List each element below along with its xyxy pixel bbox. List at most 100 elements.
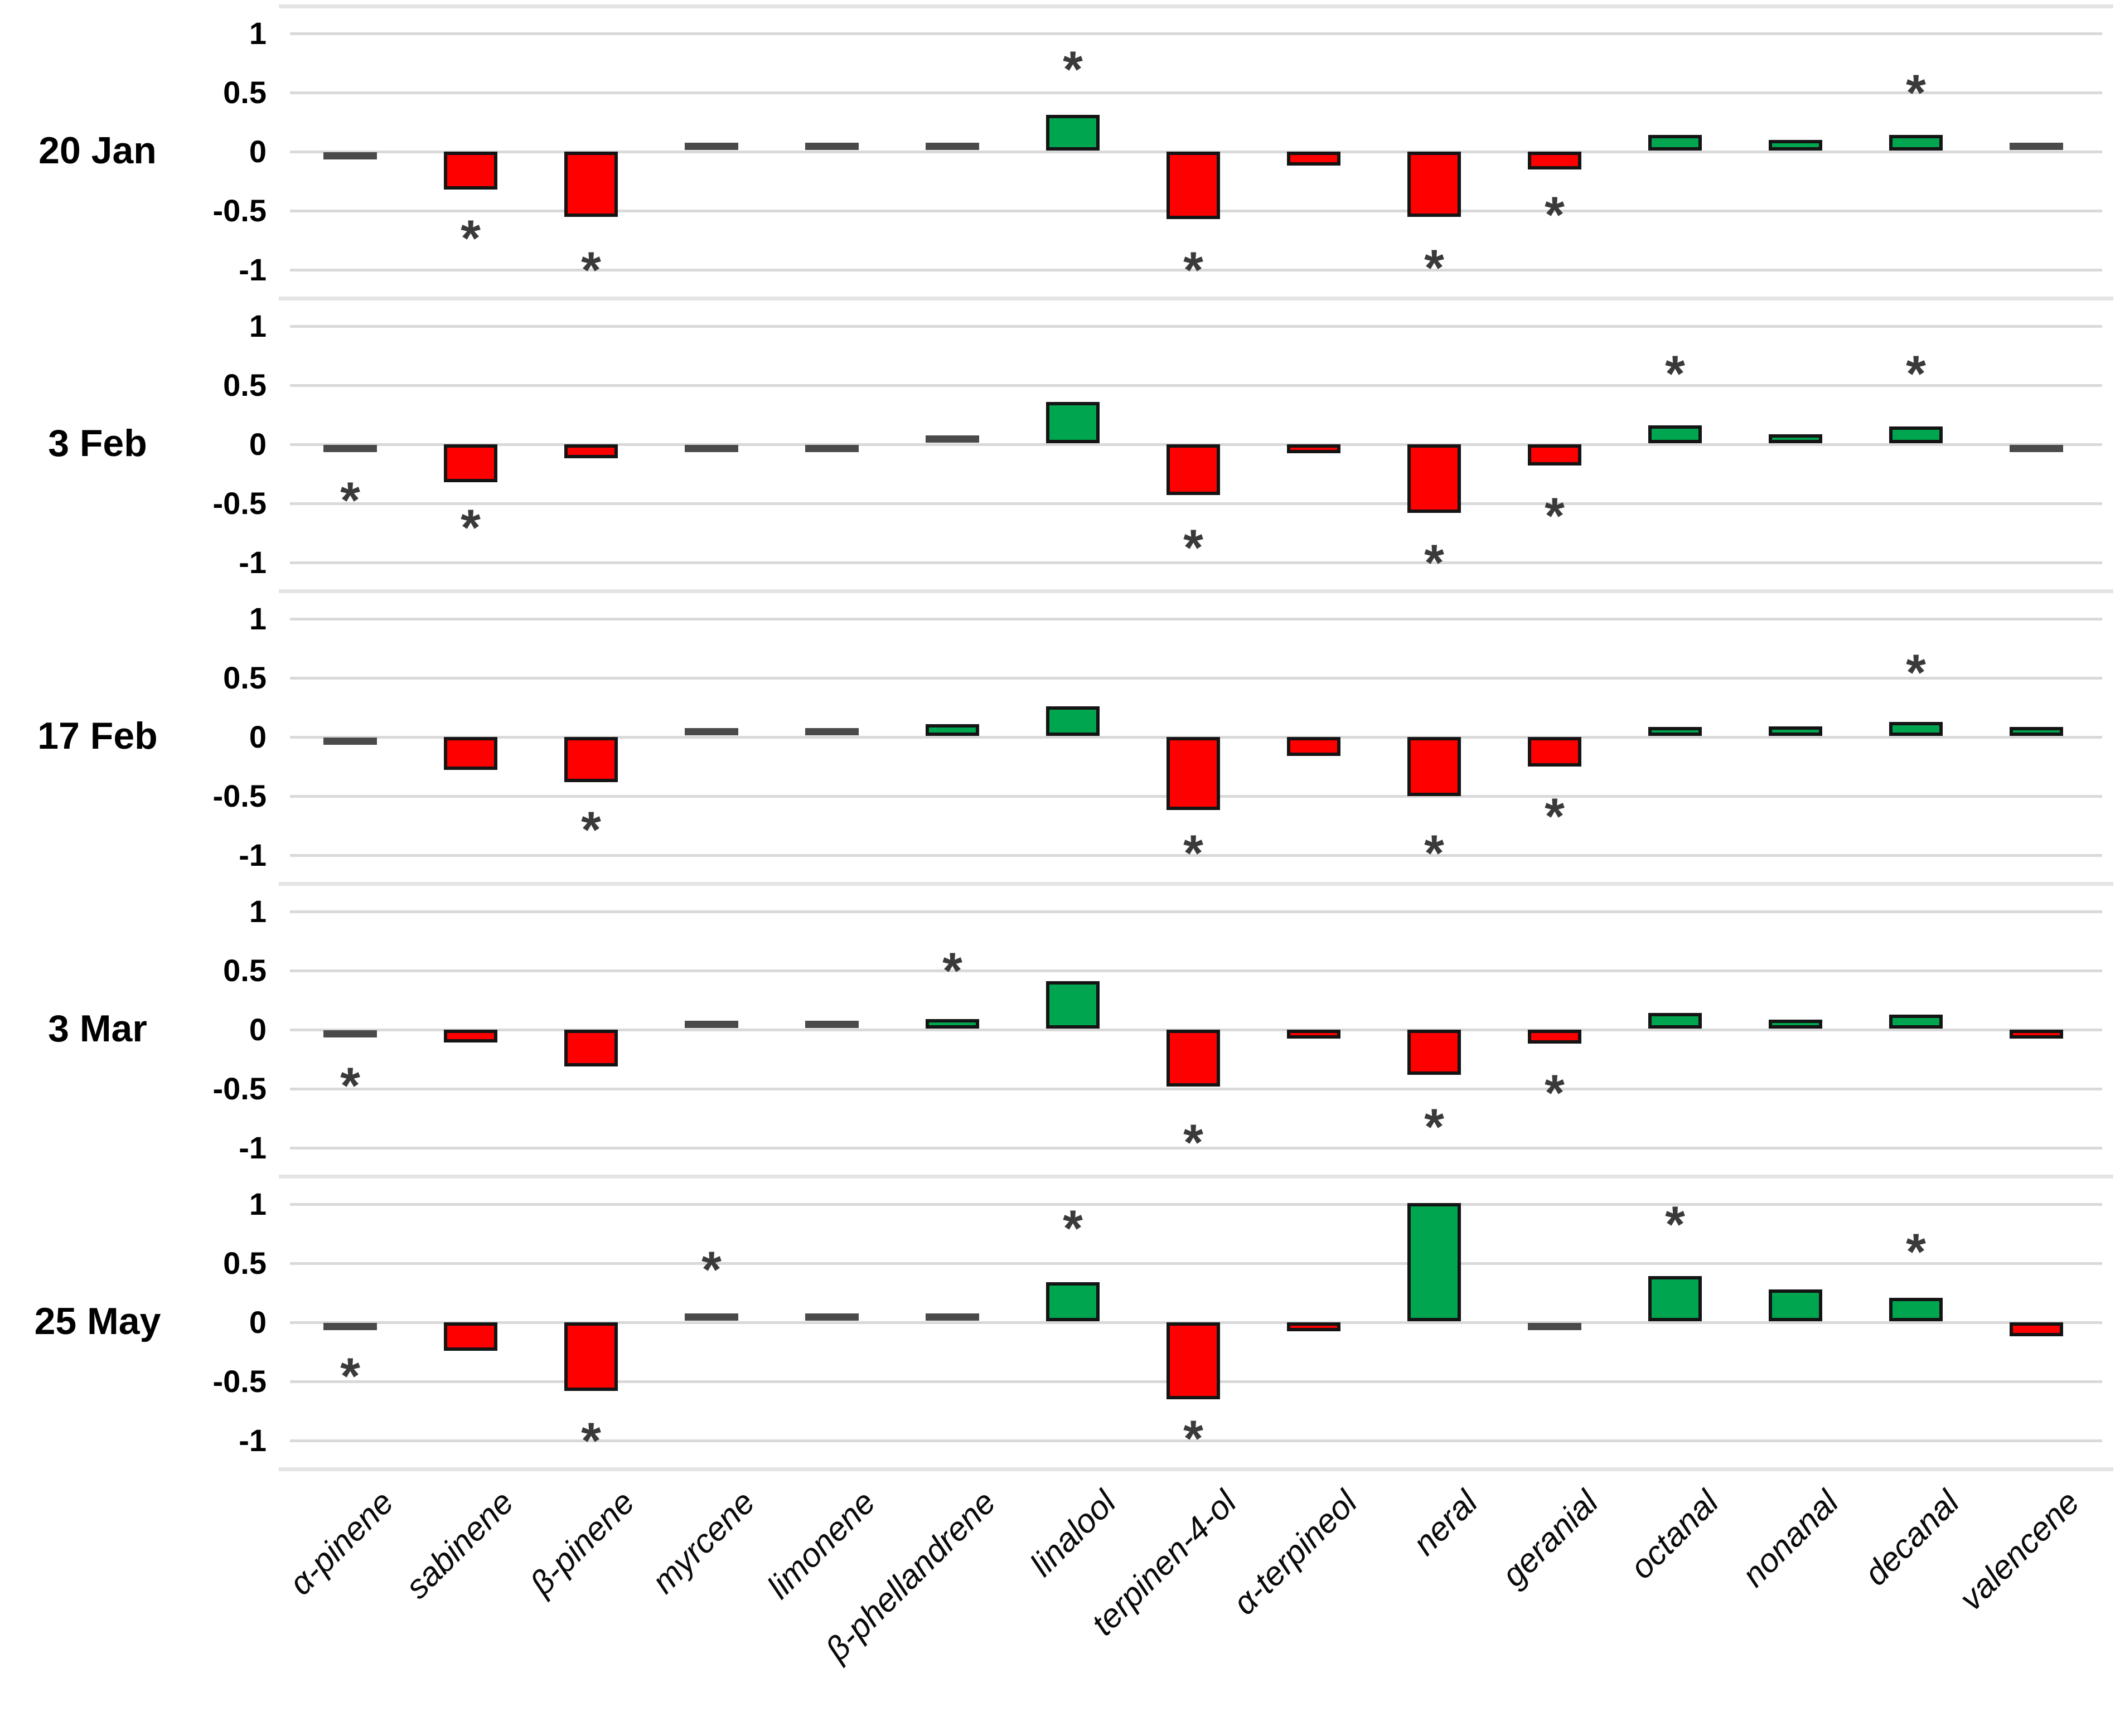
gridline [290, 325, 2102, 328]
y-tick-label: 0.5 [223, 367, 267, 403]
significance-asterisk: * [1906, 1224, 1926, 1281]
row-label: 20 Jan [38, 129, 157, 172]
significance-asterisk: * [1545, 1064, 1565, 1122]
bar-geranial [1528, 1030, 1581, 1044]
significance-asterisk: * [1665, 1196, 1685, 1254]
bar-β-pinene [564, 1322, 618, 1391]
significance-asterisk: * [1424, 535, 1444, 592]
significance-asterisk: * [1906, 65, 1926, 122]
significance-asterisk: * [1665, 346, 1685, 403]
gridline [290, 91, 2102, 94]
category-label: linalool [1023, 1483, 1124, 1584]
significance-asterisk: * [1906, 346, 1926, 403]
bar-α-pinene [323, 152, 377, 159]
panel-separator [279, 882, 2113, 886]
gridline [290, 969, 2102, 972]
bar-octanal [1648, 135, 1702, 151]
significance-asterisk: * [1424, 240, 1444, 297]
significance-asterisk: * [1545, 788, 1565, 846]
panel-separator [279, 1467, 2113, 1471]
bar-neral [1407, 444, 1461, 513]
bar-myrcene [685, 728, 738, 735]
bar-β-phellandrene [926, 143, 979, 150]
category-label: α-terpineol [1225, 1483, 1364, 1622]
y-tick-label: 1 [249, 16, 267, 51]
bar-α-terpineol [1287, 1030, 1340, 1039]
bar-geranial [1528, 444, 1581, 466]
row-label: 3 Feb [48, 422, 147, 464]
bar-nonanal [1769, 1020, 1822, 1029]
significance-asterisk: * [1545, 186, 1565, 244]
bar-neral [1407, 737, 1461, 796]
panel-separator [279, 1175, 2113, 1179]
category-label: neral [1405, 1483, 1485, 1563]
bar-linalool [1046, 1282, 1100, 1321]
category-label: decanal [1857, 1483, 1967, 1593]
y-tick-label: -1 [239, 1130, 267, 1165]
gridline [290, 1088, 2102, 1090]
bar-nonanal [1769, 434, 1822, 443]
bar-valencene [2010, 143, 2063, 150]
bar-linalool [1046, 115, 1100, 151]
bar-limonene [805, 143, 859, 150]
significance-asterisk: * [461, 499, 481, 556]
bar-decanal [1889, 1014, 1943, 1029]
y-tick-label: -0.5 [212, 778, 267, 813]
bar-α-pinene [323, 1323, 377, 1330]
bar-nonanal [1769, 139, 1822, 151]
gridline [290, 677, 2102, 680]
category-label: limonene [759, 1483, 883, 1606]
bar-sabinene [444, 737, 497, 770]
gridline [290, 910, 2102, 913]
significance-asterisk: * [1183, 825, 1203, 882]
significance-asterisk: * [701, 1242, 722, 1298]
y-tick-label: 0 [249, 134, 267, 169]
gridline [290, 1262, 2102, 1265]
y-tick-label: -0.5 [212, 1364, 267, 1399]
bar-terpinen-4-ol [1167, 152, 1220, 219]
gridline [290, 384, 2102, 387]
significance-asterisk: * [581, 801, 601, 859]
bar-β-phellandrene [926, 1019, 979, 1029]
significance-asterisk: * [340, 1058, 360, 1115]
significance-asterisk: * [1183, 1410, 1203, 1468]
bar-β-pinene [564, 152, 618, 217]
y-tick-label: -1 [239, 1423, 267, 1458]
significance-asterisk: * [1424, 825, 1444, 882]
bar-α-pinene [323, 1030, 377, 1037]
gridline [290, 1203, 2102, 1206]
bar-β-phellandrene [926, 1313, 979, 1321]
significance-asterisk: * [942, 943, 962, 1000]
bar-terpinen-4-ol [1167, 1322, 1220, 1399]
bar-sabinene [444, 444, 497, 482]
y-tick-label: 1 [249, 1186, 267, 1221]
bar-geranial [1528, 737, 1581, 767]
bar-neral [1407, 1203, 1461, 1321]
bar-myrcene [685, 445, 738, 452]
category-label: α-pinene [281, 1483, 401, 1602]
y-tick-label: 0.5 [223, 1245, 267, 1281]
bar-myrcene [685, 143, 738, 150]
panel-separator [279, 4, 2113, 8]
bar-nonanal [1769, 726, 1822, 736]
y-tick-label: -0.5 [212, 486, 267, 521]
bar-limonene [805, 445, 859, 452]
gridline [290, 1439, 2102, 1442]
bar-decanal [1889, 135, 1943, 151]
category-label: valencene [1952, 1483, 2087, 1618]
bar-β-phellandrene [926, 435, 979, 443]
gridline [290, 269, 2102, 271]
category-label: sabinene [398, 1483, 521, 1606]
significance-asterisk: * [1906, 644, 1926, 701]
bar-sabinene [444, 152, 497, 190]
category-label: myrcene [645, 1483, 762, 1601]
bar-terpinen-4-ol [1167, 737, 1220, 811]
category-label: geranial [1494, 1483, 1605, 1594]
bar-valencene [2010, 727, 2063, 736]
bar-linalool [1046, 706, 1100, 736]
y-tick-label: 1 [249, 601, 267, 636]
gridline [290, 618, 2102, 620]
gridline [290, 854, 2102, 857]
bar-decanal [1889, 1297, 1943, 1321]
